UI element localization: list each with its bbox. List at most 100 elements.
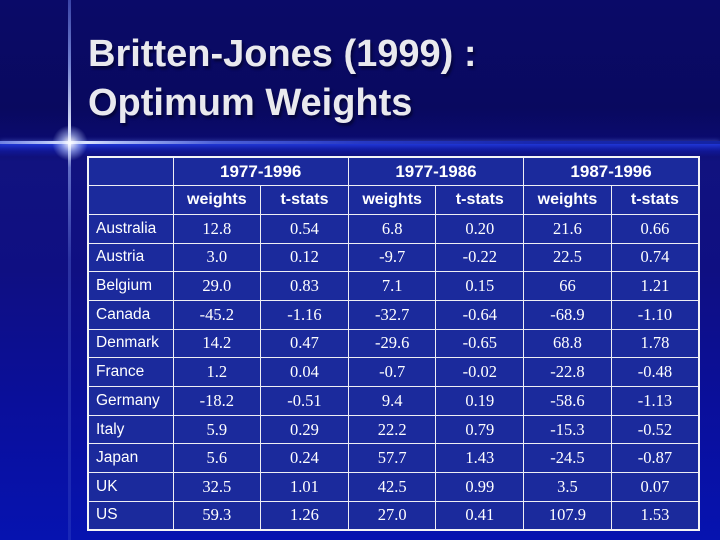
value-cell: -18.2 (172, 386, 262, 416)
table-row: Canada -45.2 -1.16 -32.7 -0.64 -68.9 -1.10 (87, 299, 700, 330)
subheader-tstats: t-stats (435, 185, 525, 215)
value-cell: 0.66 (610, 213, 700, 244)
country-cell: Austria (87, 242, 174, 273)
value-cell: -1.10 (610, 299, 700, 330)
value-cell: 0.29 (260, 414, 349, 445)
value-cell: 12.8 (172, 213, 262, 244)
country-cell: Germany (87, 386, 174, 416)
value-cell: -32.7 (347, 299, 437, 330)
country-cell: UK (87, 472, 174, 502)
value-cell: 42.5 (347, 472, 437, 502)
value-cell: 0.47 (260, 328, 349, 359)
value-cell: 66 (523, 271, 612, 301)
subheader-tstats: t-stats (260, 185, 349, 215)
table-head: 1977-1996 1977-1986 1987-1996 weights t-stat… (87, 156, 700, 215)
value-cell: -29.6 (347, 328, 437, 359)
table-row: Belgium 29.0 0.83 7.1 0.15 66 1.21 (87, 271, 700, 301)
value-cell: -0.22 (435, 242, 525, 273)
country-cell: Australia (87, 213, 174, 244)
value-cell: 0.41 (435, 500, 525, 531)
subheader-row: weights t-stats weights t-stats weights t-sta… (87, 185, 700, 215)
value-cell: 1.2 (172, 357, 262, 387)
country-cell: Denmark (87, 328, 174, 359)
table-corner-cell (87, 156, 174, 187)
value-cell: 1.43 (435, 443, 525, 474)
value-cell: 7.1 (347, 271, 437, 301)
value-cell: 29.0 (172, 271, 262, 301)
country-cell: Italy (87, 414, 174, 445)
value-cell: 14.2 (172, 328, 262, 359)
table-body: Australia 12.8 0.54 6.8 0.20 21.6 0.66 Austria 3… (87, 213, 700, 531)
value-cell: -0.51 (260, 386, 349, 416)
value-cell: 0.04 (260, 357, 349, 387)
table-row: Germany -18.2 -0.51 9.4 0.19 -58.6 -1.13 (87, 386, 700, 416)
value-cell: 3.0 (172, 242, 262, 273)
value-cell: -0.02 (435, 357, 525, 387)
value-cell: -0.52 (610, 414, 700, 445)
value-cell: 21.6 (523, 213, 612, 244)
value-cell: 5.9 (172, 414, 262, 445)
value-cell: -0.65 (435, 328, 525, 359)
slide-title: Britten-Jones (1999) : Optimum Weights (88, 30, 688, 128)
vertical-accent-line (68, 0, 71, 540)
country-cell: Japan (87, 443, 174, 474)
value-cell: 59.3 (172, 500, 262, 531)
value-cell: -0.48 (610, 357, 700, 387)
value-cell: 32.5 (172, 472, 262, 502)
value-cell: 0.79 (435, 414, 525, 445)
country-cell: Canada (87, 299, 174, 330)
value-cell: 1.01 (260, 472, 349, 502)
value-cell: 3.5 (523, 472, 612, 502)
value-cell: 1.53 (610, 500, 700, 531)
horizontal-accent-line (0, 141, 720, 144)
country-cell: US (87, 500, 174, 531)
value-cell: 0.99 (435, 472, 525, 502)
cross-flare-glow (52, 125, 88, 161)
subheader-weights: weights (172, 185, 262, 215)
value-cell: 0.12 (260, 242, 349, 273)
value-cell: 1.78 (610, 328, 700, 359)
value-cell: 0.07 (610, 472, 700, 502)
country-cell: France (87, 357, 174, 387)
value-cell: -1.13 (610, 386, 700, 416)
table-row: Austria 3.0 0.12 -9.7 -0.22 22.5 0.74 (87, 242, 700, 273)
value-cell: -0.87 (610, 443, 700, 474)
value-cell: 27.0 (347, 500, 437, 531)
value-cell: -68.9 (523, 299, 612, 330)
table-row: Denmark 14.2 0.47 -29.6 -0.65 68.8 1.78 (87, 328, 700, 359)
optimum-weights-table: 1977-1996 1977-1986 1987-1996 weights t-stat… (87, 156, 700, 531)
table-row: Japan 5.6 0.24 57.7 1.43 -24.5 -0.87 (87, 443, 700, 474)
table-row: Australia 12.8 0.54 6.8 0.20 21.6 0.66 (87, 213, 700, 244)
value-cell: 6.8 (347, 213, 437, 244)
value-cell: 0.19 (435, 386, 525, 416)
value-cell: 57.7 (347, 443, 437, 474)
value-cell: -22.8 (523, 357, 612, 387)
value-cell: 5.6 (172, 443, 262, 474)
period-header: 1977-1996 (172, 156, 349, 187)
value-cell: 0.74 (610, 242, 700, 273)
value-cell: 0.83 (260, 271, 349, 301)
value-cell: 9.4 (347, 386, 437, 416)
value-cell: -9.7 (347, 242, 437, 273)
value-cell: -0.64 (435, 299, 525, 330)
subheader-tstats: t-stats (610, 185, 700, 215)
value-cell: 68.8 (523, 328, 612, 359)
value-cell: -45.2 (172, 299, 262, 330)
horizontal-glow-band (0, 144, 720, 157)
value-cell: -58.6 (523, 386, 612, 416)
slide-title-line-1: Britten-Jones (1999) : (88, 33, 477, 75)
value-cell: 0.54 (260, 213, 349, 244)
table-corner-cell (87, 185, 174, 215)
table-row: France 1.2 0.04 -0.7 -0.02 -22.8 -0.48 (87, 357, 700, 387)
country-cell: Belgium (87, 271, 174, 301)
table-row: Italy 5.9 0.29 22.2 0.79 -15.3 -0.52 (87, 414, 700, 445)
value-cell: -15.3 (523, 414, 612, 445)
value-cell: 1.26 (260, 500, 349, 531)
value-cell: 107.9 (523, 500, 612, 531)
value-cell: 0.24 (260, 443, 349, 474)
value-cell: -1.16 (260, 299, 349, 330)
value-cell: 1.21 (610, 271, 700, 301)
table-row: UK 32.5 1.01 42.5 0.99 3.5 0.07 (87, 472, 700, 502)
value-cell: 0.20 (435, 213, 525, 244)
period-header: 1987-1996 (523, 156, 700, 187)
